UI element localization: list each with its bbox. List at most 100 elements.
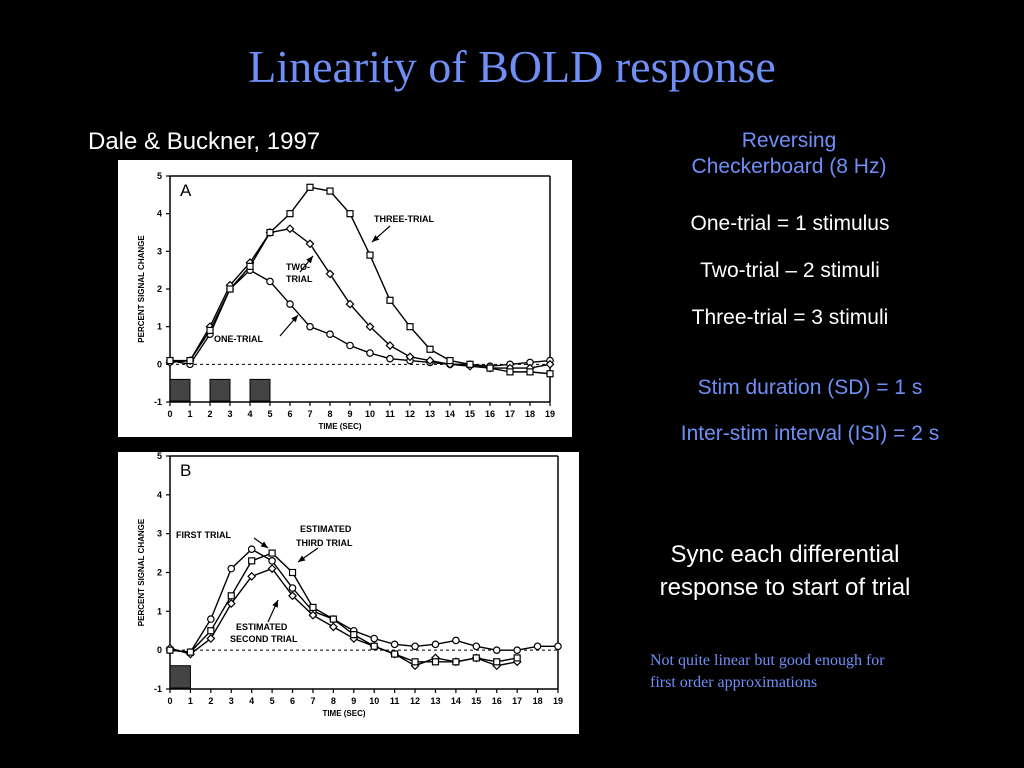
- data-point-square: [326, 187, 334, 195]
- data-point-square: [306, 183, 314, 191]
- x-tick-label: 18: [533, 696, 543, 706]
- data-point-square: [206, 326, 214, 335]
- y-axis-label: PERCENT SIGNAL CHANGE: [137, 235, 146, 343]
- x-tick-label: 1: [188, 696, 193, 706]
- y-tick-label: 5: [157, 452, 162, 461]
- y-tick-label: 5: [157, 171, 162, 181]
- x-tick-label: 0: [167, 409, 172, 419]
- y-tick-label: 4: [157, 209, 162, 219]
- panel-letter: A: [180, 181, 192, 200]
- definition-three-trial: Three-trial = 3 stimuli: [691, 306, 889, 329]
- series-line-1: [169, 227, 551, 369]
- y-tick-label: 1: [157, 322, 162, 332]
- slide-title: Linearity of BOLD response: [248, 41, 776, 92]
- data-point-square: [350, 631, 358, 639]
- data-point-square: [513, 654, 521, 662]
- x-tick-label: 15: [471, 696, 481, 706]
- data-point-circle: [390, 640, 399, 649]
- data-point-square: [391, 650, 399, 658]
- data-point-square: [486, 364, 494, 372]
- data-point-square: [370, 642, 378, 650]
- series-line-1: [169, 567, 518, 667]
- data-point-diamond: [365, 322, 375, 332]
- data-point-circle: [370, 634, 379, 643]
- data-point-diamond: [288, 591, 297, 601]
- arrowhead: [298, 555, 306, 562]
- data-point-circle: [306, 322, 314, 331]
- y-tick-label: -1: [154, 684, 162, 694]
- stim-duration: Stim duration (SD) = 1 s: [697, 376, 923, 399]
- y-tick-label: 3: [157, 529, 162, 539]
- annotation-label: SECOND TRIAL: [230, 634, 298, 644]
- stimulus-description: Reversing Checkerboard (8 Hz): [648, 128, 930, 180]
- data-point-circle: [247, 545, 256, 554]
- data-point-square: [386, 296, 394, 304]
- series-line-2: [170, 186, 551, 375]
- x-tick-label: 3: [227, 409, 232, 419]
- sync-line-2: response to start of trial: [659, 574, 911, 601]
- inter-stim-interval: Inter-stim interval (ISI) = 2 s: [680, 422, 940, 445]
- data-point-circle: [452, 636, 460, 645]
- data-point-square: [431, 658, 440, 666]
- stimulus-line-2: Checkerboard (8 Hz): [691, 155, 887, 178]
- data-point-square: [546, 370, 554, 378]
- data-point-square: [366, 251, 374, 259]
- data-point-square: [186, 356, 194, 365]
- annotation-label: THREE-TRIAL: [374, 214, 434, 224]
- x-tick-label: 3: [229, 696, 234, 706]
- x-tick-label: 11: [385, 409, 395, 419]
- x-tick-label: 5: [270, 696, 275, 706]
- y-tick-label: 4: [157, 490, 162, 500]
- y-tick-label: 3: [157, 246, 162, 256]
- y-tick-label: 1: [157, 606, 162, 616]
- data-point-square: [346, 210, 354, 218]
- data-point-square: [446, 356, 454, 365]
- data-point-circle: [346, 341, 354, 350]
- y-tick-label: 2: [157, 284, 162, 294]
- data-point-square: [426, 345, 434, 353]
- x-tick-label: 13: [430, 696, 440, 706]
- arrowhead: [306, 256, 313, 264]
- data-point-square: [286, 210, 294, 218]
- x-tick-label: 14: [451, 696, 461, 706]
- data-point-square: [472, 654, 480, 662]
- x-tick-label: 9: [351, 696, 356, 706]
- data-point-circle: [207, 615, 215, 623]
- data-point-square: [227, 592, 235, 600]
- data-point-circle: [366, 349, 374, 357]
- data-point-circle: [386, 354, 394, 363]
- data-point-circle: [266, 277, 274, 286]
- x-tick-label: 8: [327, 409, 332, 419]
- annotation-label: TRIAL: [286, 274, 313, 284]
- data-point-circle: [286, 300, 294, 308]
- arrowhead: [272, 600, 278, 608]
- x-axis-label: TIME (SEC): [322, 709, 365, 718]
- data-point-diamond: [267, 564, 277, 574]
- data-point-circle: [431, 640, 440, 649]
- data-point-circle: [326, 330, 334, 339]
- x-tick-label: 12: [405, 409, 415, 419]
- x-tick-label: 14: [445, 409, 455, 419]
- data-point-diamond: [305, 239, 315, 249]
- x-tick-label: 18: [525, 409, 535, 419]
- arrowhead: [372, 235, 380, 242]
- definition-two-trial: Two-trial – 2 stimuli: [700, 259, 880, 282]
- data-point-square: [207, 627, 215, 635]
- x-tick-label: 15: [465, 409, 475, 419]
- x-tick-label: 7: [310, 696, 315, 706]
- x-tick-label: 6: [287, 409, 292, 419]
- arrowhead: [260, 541, 268, 548]
- data-point-diamond: [325, 269, 335, 279]
- y-tick-label: -1: [154, 397, 162, 407]
- data-point-square: [452, 658, 460, 666]
- data-point-square: [246, 262, 254, 271]
- data-point-circle: [492, 646, 501, 654]
- x-tick-label: 1: [187, 409, 192, 419]
- x-tick-label: 10: [369, 696, 379, 706]
- data-point-diamond: [425, 356, 435, 366]
- x-tick-label: 19: [545, 409, 555, 419]
- data-point-square: [186, 648, 195, 656]
- x-tick-label: 11: [390, 696, 400, 706]
- stimulus-block: [249, 378, 271, 402]
